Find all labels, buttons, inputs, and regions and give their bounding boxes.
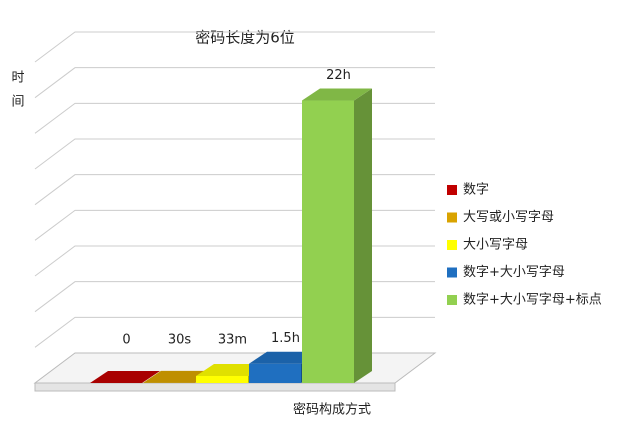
chart-title: 密码长度为6位	[195, 29, 295, 47]
data-label: 33m	[218, 333, 247, 348]
bar-front	[196, 375, 248, 383]
legend-label: 大小写字母	[463, 238, 528, 253]
grid-line	[34, 31, 435, 63]
legend-swatch	[447, 240, 457, 250]
data-label: 22h	[326, 68, 351, 83]
legend-swatch	[447, 295, 457, 305]
floor-edge	[34, 382, 396, 392]
bar-top	[196, 363, 266, 376]
legend-label: 数字+大小写字母+标点	[463, 293, 602, 308]
data-label: 30s	[168, 333, 192, 348]
grid-line	[34, 67, 435, 99]
bar-top	[143, 370, 213, 383]
data-label: 0	[122, 333, 130, 348]
bar-side	[354, 88, 372, 384]
bar-front	[249, 363, 301, 383]
bar	[302, 88, 372, 384]
x-axis-label: 密码构成方式	[293, 402, 371, 418]
legend-label: 数字	[463, 183, 489, 198]
legend-swatch	[447, 212, 457, 223]
legend-label: 大写或小写字母	[463, 210, 554, 225]
y-axis-label: 时	[11, 71, 24, 86]
bar-top	[90, 371, 160, 383]
y-axis-label: 间	[11, 95, 24, 110]
legend-swatch	[447, 185, 457, 195]
bar	[90, 371, 160, 383]
bar-front	[302, 100, 354, 384]
legend-swatch	[447, 267, 457, 278]
bar-top	[249, 351, 319, 364]
data-label: 1.5h	[271, 331, 300, 346]
legend-label: 数字+大小写字母	[463, 265, 565, 280]
bar-top	[302, 88, 372, 101]
